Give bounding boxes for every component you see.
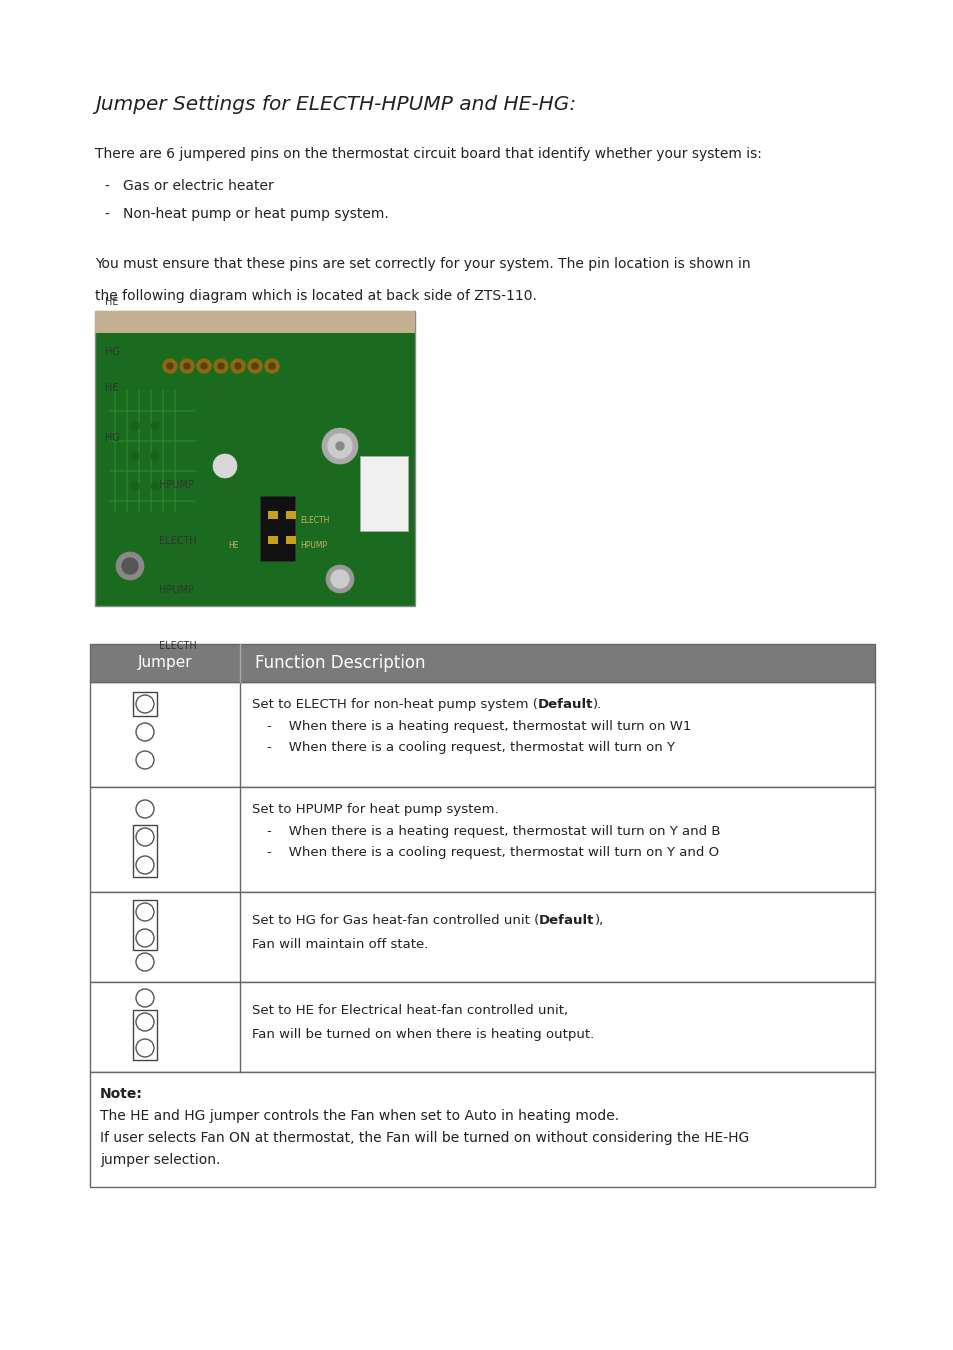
Circle shape [116, 552, 144, 580]
Circle shape [218, 363, 224, 369]
Text: HG: HG [105, 433, 120, 443]
Text: HPUMP: HPUMP [159, 481, 193, 490]
Text: Fan will maintain off state.: Fan will maintain off state. [252, 938, 428, 950]
Text: ).: ). [593, 698, 602, 711]
Text: ELECTH: ELECTH [159, 641, 196, 651]
Bar [90, 787, 874, 892]
Bar [132, 825, 157, 878]
Text: ELECTH: ELECTH [299, 516, 329, 525]
Circle shape [184, 363, 190, 369]
Circle shape [269, 363, 274, 369]
Bar [286, 512, 295, 518]
Bar [90, 892, 874, 981]
Circle shape [231, 359, 245, 373]
Circle shape [328, 433, 352, 458]
Bar [95, 310, 415, 333]
Circle shape [252, 363, 257, 369]
Circle shape [335, 441, 344, 450]
Text: HE: HE [105, 383, 118, 393]
Circle shape [322, 428, 357, 464]
Text: -   Gas or electric heater: - Gas or electric heater [105, 180, 274, 193]
Bar [90, 981, 874, 1072]
Bar [268, 536, 277, 544]
Text: -    When there is a cooling request, thermostat will turn on Y: - When there is a cooling request, therm… [267, 741, 675, 755]
Bar [260, 495, 294, 562]
Text: the following diagram which is located at back side of ZTS-110.: the following diagram which is located a… [95, 289, 537, 302]
Bar [132, 693, 157, 716]
Text: Set to ELECTH for non-heat pump system (: Set to ELECTH for non-heat pump system ( [252, 698, 537, 711]
Bar [286, 536, 295, 544]
Circle shape [167, 363, 172, 369]
Text: HPUMP: HPUMP [299, 541, 327, 549]
Text: HPUMP: HPUMP [159, 585, 193, 595]
Text: HE: HE [105, 297, 118, 306]
Text: Function Description: Function Description [254, 653, 425, 672]
Text: Default: Default [538, 914, 594, 927]
Bar [132, 1010, 157, 1060]
Circle shape [213, 454, 236, 478]
Circle shape [131, 452, 139, 460]
Circle shape [131, 482, 139, 490]
Circle shape [201, 363, 207, 369]
Text: -    When there is a heating request, thermostat will turn on Y and B: - When there is a heating request, therm… [267, 825, 720, 838]
Circle shape [122, 558, 138, 574]
Text: Default: Default [537, 698, 593, 711]
Bar [95, 310, 415, 606]
Circle shape [151, 423, 159, 431]
Text: HG: HG [105, 347, 120, 356]
Circle shape [265, 359, 278, 373]
Bar [97, 333, 413, 603]
Circle shape [151, 482, 159, 490]
Text: Set to HPUMP for heat pump system.: Set to HPUMP for heat pump system. [252, 803, 498, 815]
Bar [132, 900, 157, 950]
Text: Jumper: Jumper [137, 656, 193, 671]
Text: -    When there is a heating request, thermostat will turn on W1: - When there is a heating request, therm… [267, 720, 691, 733]
Text: ELECTH: ELECTH [159, 536, 196, 545]
Circle shape [180, 359, 193, 373]
Text: jumper selection.: jumper selection. [100, 1153, 220, 1166]
Text: HE: HE [228, 541, 238, 549]
Text: -    When there is a cooling request, thermostat will turn on Y and O: - When there is a cooling request, therm… [267, 846, 719, 859]
Text: There are 6 jumpered pins on the thermostat circuit board that identify whether : There are 6 jumpered pins on the thermos… [95, 147, 761, 161]
Bar [90, 644, 874, 682]
Text: The HE and HG jumper controls the Fan when set to Auto in heating mode.: The HE and HG jumper controls the Fan wh… [100, 1108, 618, 1123]
Circle shape [234, 363, 241, 369]
Circle shape [326, 566, 354, 593]
Bar [90, 1072, 874, 1187]
Text: Set to HG for Gas heat-fan controlled unit (: Set to HG for Gas heat-fan controlled un… [252, 914, 538, 927]
Text: Jumper Settings for ELECTH-HPUMP and HE-HG:: Jumper Settings for ELECTH-HPUMP and HE-… [95, 95, 576, 113]
Text: Note:: Note: [100, 1087, 143, 1102]
Bar [359, 456, 408, 531]
Circle shape [213, 359, 228, 373]
Bar [90, 682, 874, 787]
Text: ),: ), [594, 914, 603, 927]
Text: If user selects Fan ON at thermostat, the Fan will be turned on without consider: If user selects Fan ON at thermostat, th… [100, 1131, 748, 1145]
Circle shape [196, 359, 211, 373]
Text: -   Non-heat pump or heat pump system.: - Non-heat pump or heat pump system. [105, 207, 388, 221]
Circle shape [131, 423, 139, 431]
Circle shape [151, 452, 159, 460]
Text: Set to HE for Electrical heat-fan controlled unit,: Set to HE for Electrical heat-fan contro… [252, 1004, 568, 1017]
Bar [268, 512, 277, 518]
Circle shape [331, 570, 349, 589]
Circle shape [248, 359, 262, 373]
Text: Fan will be turned on when there is heating output.: Fan will be turned on when there is heat… [252, 1027, 594, 1041]
Circle shape [163, 359, 177, 373]
Text: You must ensure that these pins are set correctly for your system. The pin locat: You must ensure that these pins are set … [95, 256, 750, 271]
